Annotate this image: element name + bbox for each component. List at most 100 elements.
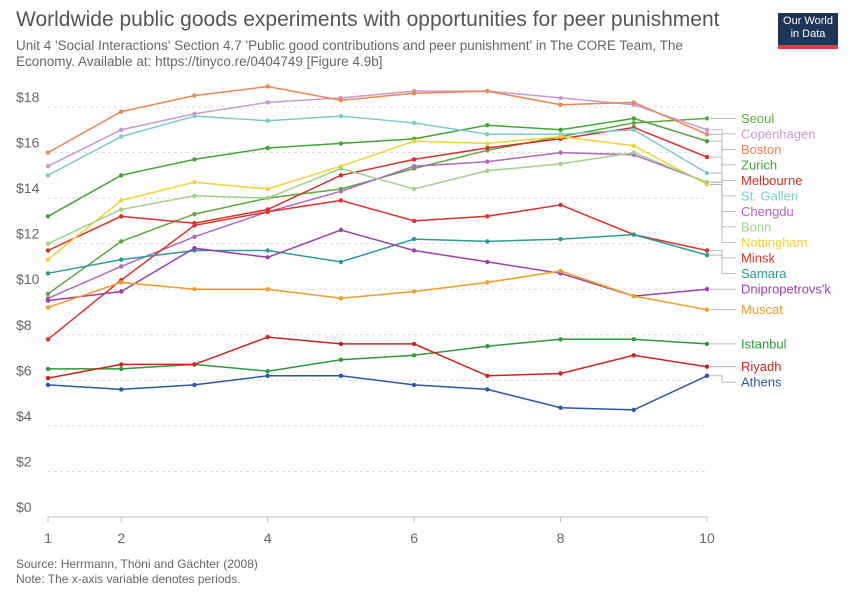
point-riyadh[interactable] [338, 341, 344, 347]
series-line-athens[interactable] [47, 375, 708, 411]
point-nottingham[interactable] [265, 186, 270, 192]
point-bonn[interactable] [45, 241, 51, 246]
point-dnipropetrovs-k[interactable] [338, 227, 344, 233]
point-st-gallen[interactable] [411, 120, 417, 126]
point-dnipropetrovs-k[interactable] [265, 255, 270, 260]
point-copenhagen[interactable] [265, 100, 270, 105]
legend-label-athens[interactable]: Athens [741, 375, 782, 390]
point-boston[interactable] [45, 150, 51, 155]
point-zurich[interactable] [631, 116, 636, 121]
point-bonn[interactable] [119, 207, 124, 212]
point-seoul[interactable] [704, 116, 710, 121]
legend-label-seoul[interactable]: Seoul [741, 111, 774, 126]
point-boston[interactable] [411, 91, 417, 96]
legend-label-muscat[interactable]: Muscat [741, 302, 783, 317]
point-copenhagen[interactable] [119, 127, 124, 132]
point-seoul[interactable] [192, 211, 197, 217]
point-muscat[interactable] [411, 289, 417, 294]
point-samara[interactable] [558, 236, 563, 242]
point-boston[interactable] [631, 100, 636, 105]
point-zurich[interactable] [265, 145, 270, 151]
point-zurich[interactable] [45, 214, 51, 219]
point-zurich[interactable] [704, 138, 710, 144]
point-minsk[interactable] [485, 214, 490, 219]
series-line-melbourne[interactable] [47, 126, 708, 252]
point-nottingham[interactable] [192, 179, 197, 185]
point-boston[interactable] [558, 102, 563, 107]
point-minsk[interactable] [338, 198, 344, 203]
point-samara[interactable] [631, 232, 636, 237]
point-samara[interactable] [119, 257, 124, 262]
series-line-boston[interactable] [47, 85, 708, 154]
point-zurich[interactable] [485, 123, 490, 128]
point-muscat[interactable] [192, 287, 197, 292]
point-zurich[interactable] [119, 173, 124, 178]
point-melbourne[interactable] [119, 214, 124, 219]
point-riyadh[interactable] [704, 364, 710, 369]
point-istanbul[interactable] [704, 341, 710, 347]
point-riyadh[interactable] [45, 375, 51, 381]
point-copenhagen[interactable] [704, 127, 710, 132]
point-istanbul[interactable] [558, 337, 563, 342]
point-riyadh[interactable] [558, 371, 563, 376]
owid-logo[interactable]: Our World in Data [778, 13, 838, 49]
point-nottingham[interactable] [558, 134, 563, 139]
point-st-gallen[interactable] [631, 127, 636, 132]
point-bonn[interactable] [485, 168, 490, 173]
point-bonn[interactable] [411, 186, 417, 192]
point-samara[interactable] [704, 252, 710, 258]
point-boston[interactable] [485, 88, 490, 94]
point-chengdu[interactable] [411, 164, 417, 169]
point-riyadh[interactable] [192, 362, 197, 367]
point-istanbul[interactable] [338, 357, 344, 363]
point-nottingham[interactable] [411, 138, 417, 144]
point-athens[interactable] [192, 382, 197, 388]
legend-label-copenhagen[interactable]: Copenhagen [741, 126, 815, 141]
point-melbourne[interactable] [338, 173, 344, 178]
legend-label-minsk[interactable]: Minsk [741, 250, 775, 265]
point-seoul[interactable] [45, 291, 51, 296]
legend-label-chengdu[interactable]: Chengdu [741, 204, 794, 219]
point-istanbul[interactable] [485, 343, 490, 349]
point-muscat[interactable] [631, 293, 636, 299]
point-athens[interactable] [45, 382, 51, 388]
point-melbourne[interactable] [485, 145, 490, 151]
series-line-bonn[interactable] [47, 151, 708, 245]
point-samara[interactable] [485, 239, 490, 244]
series-line-seoul[interactable] [47, 117, 708, 295]
point-chengdu[interactable] [192, 234, 197, 240]
point-athens[interactable] [704, 373, 710, 378]
legend-label-zurich[interactable]: Zurich [741, 157, 777, 172]
point-st-gallen[interactable] [192, 113, 197, 119]
series-line-st-gallen[interactable] [47, 115, 708, 176]
point-muscat[interactable] [558, 268, 563, 274]
point-dnipropetrovs-k[interactable] [45, 298, 51, 303]
point-minsk[interactable] [704, 248, 710, 253]
point-muscat[interactable] [119, 280, 124, 285]
series-line-samara[interactable] [47, 233, 708, 275]
point-boston[interactable] [192, 93, 197, 98]
point-dnipropetrovs-k[interactable] [411, 248, 417, 253]
point-riyadh[interactable] [411, 341, 417, 347]
series-line-istanbul[interactable] [48, 338, 708, 372]
legend-label-boston[interactable]: Boston [741, 142, 781, 157]
point-boston[interactable] [265, 84, 270, 89]
point-riyadh[interactable] [265, 334, 270, 340]
point-athens[interactable] [265, 373, 270, 378]
point-seoul[interactable] [119, 239, 124, 244]
point-st-gallen[interactable] [704, 170, 710, 176]
legend-label-st-gallen[interactable]: St. Gallen [741, 188, 798, 203]
point-athens[interactable] [631, 407, 636, 413]
point-minsk[interactable] [265, 209, 270, 214]
point-zurich[interactable] [558, 127, 563, 132]
point-minsk[interactable] [192, 223, 197, 228]
point-minsk[interactable] [45, 337, 51, 342]
legend-label-bonn[interactable]: Bonn [741, 219, 771, 234]
point-athens[interactable] [411, 382, 417, 388]
legend-label-samara[interactable]: Samara [741, 266, 787, 281]
point-bonn[interactable] [558, 161, 563, 167]
point-boston[interactable] [338, 97, 344, 103]
point-istanbul[interactable] [119, 366, 124, 372]
series-line-muscat[interactable] [47, 270, 708, 311]
point-muscat[interactable] [704, 307, 710, 312]
